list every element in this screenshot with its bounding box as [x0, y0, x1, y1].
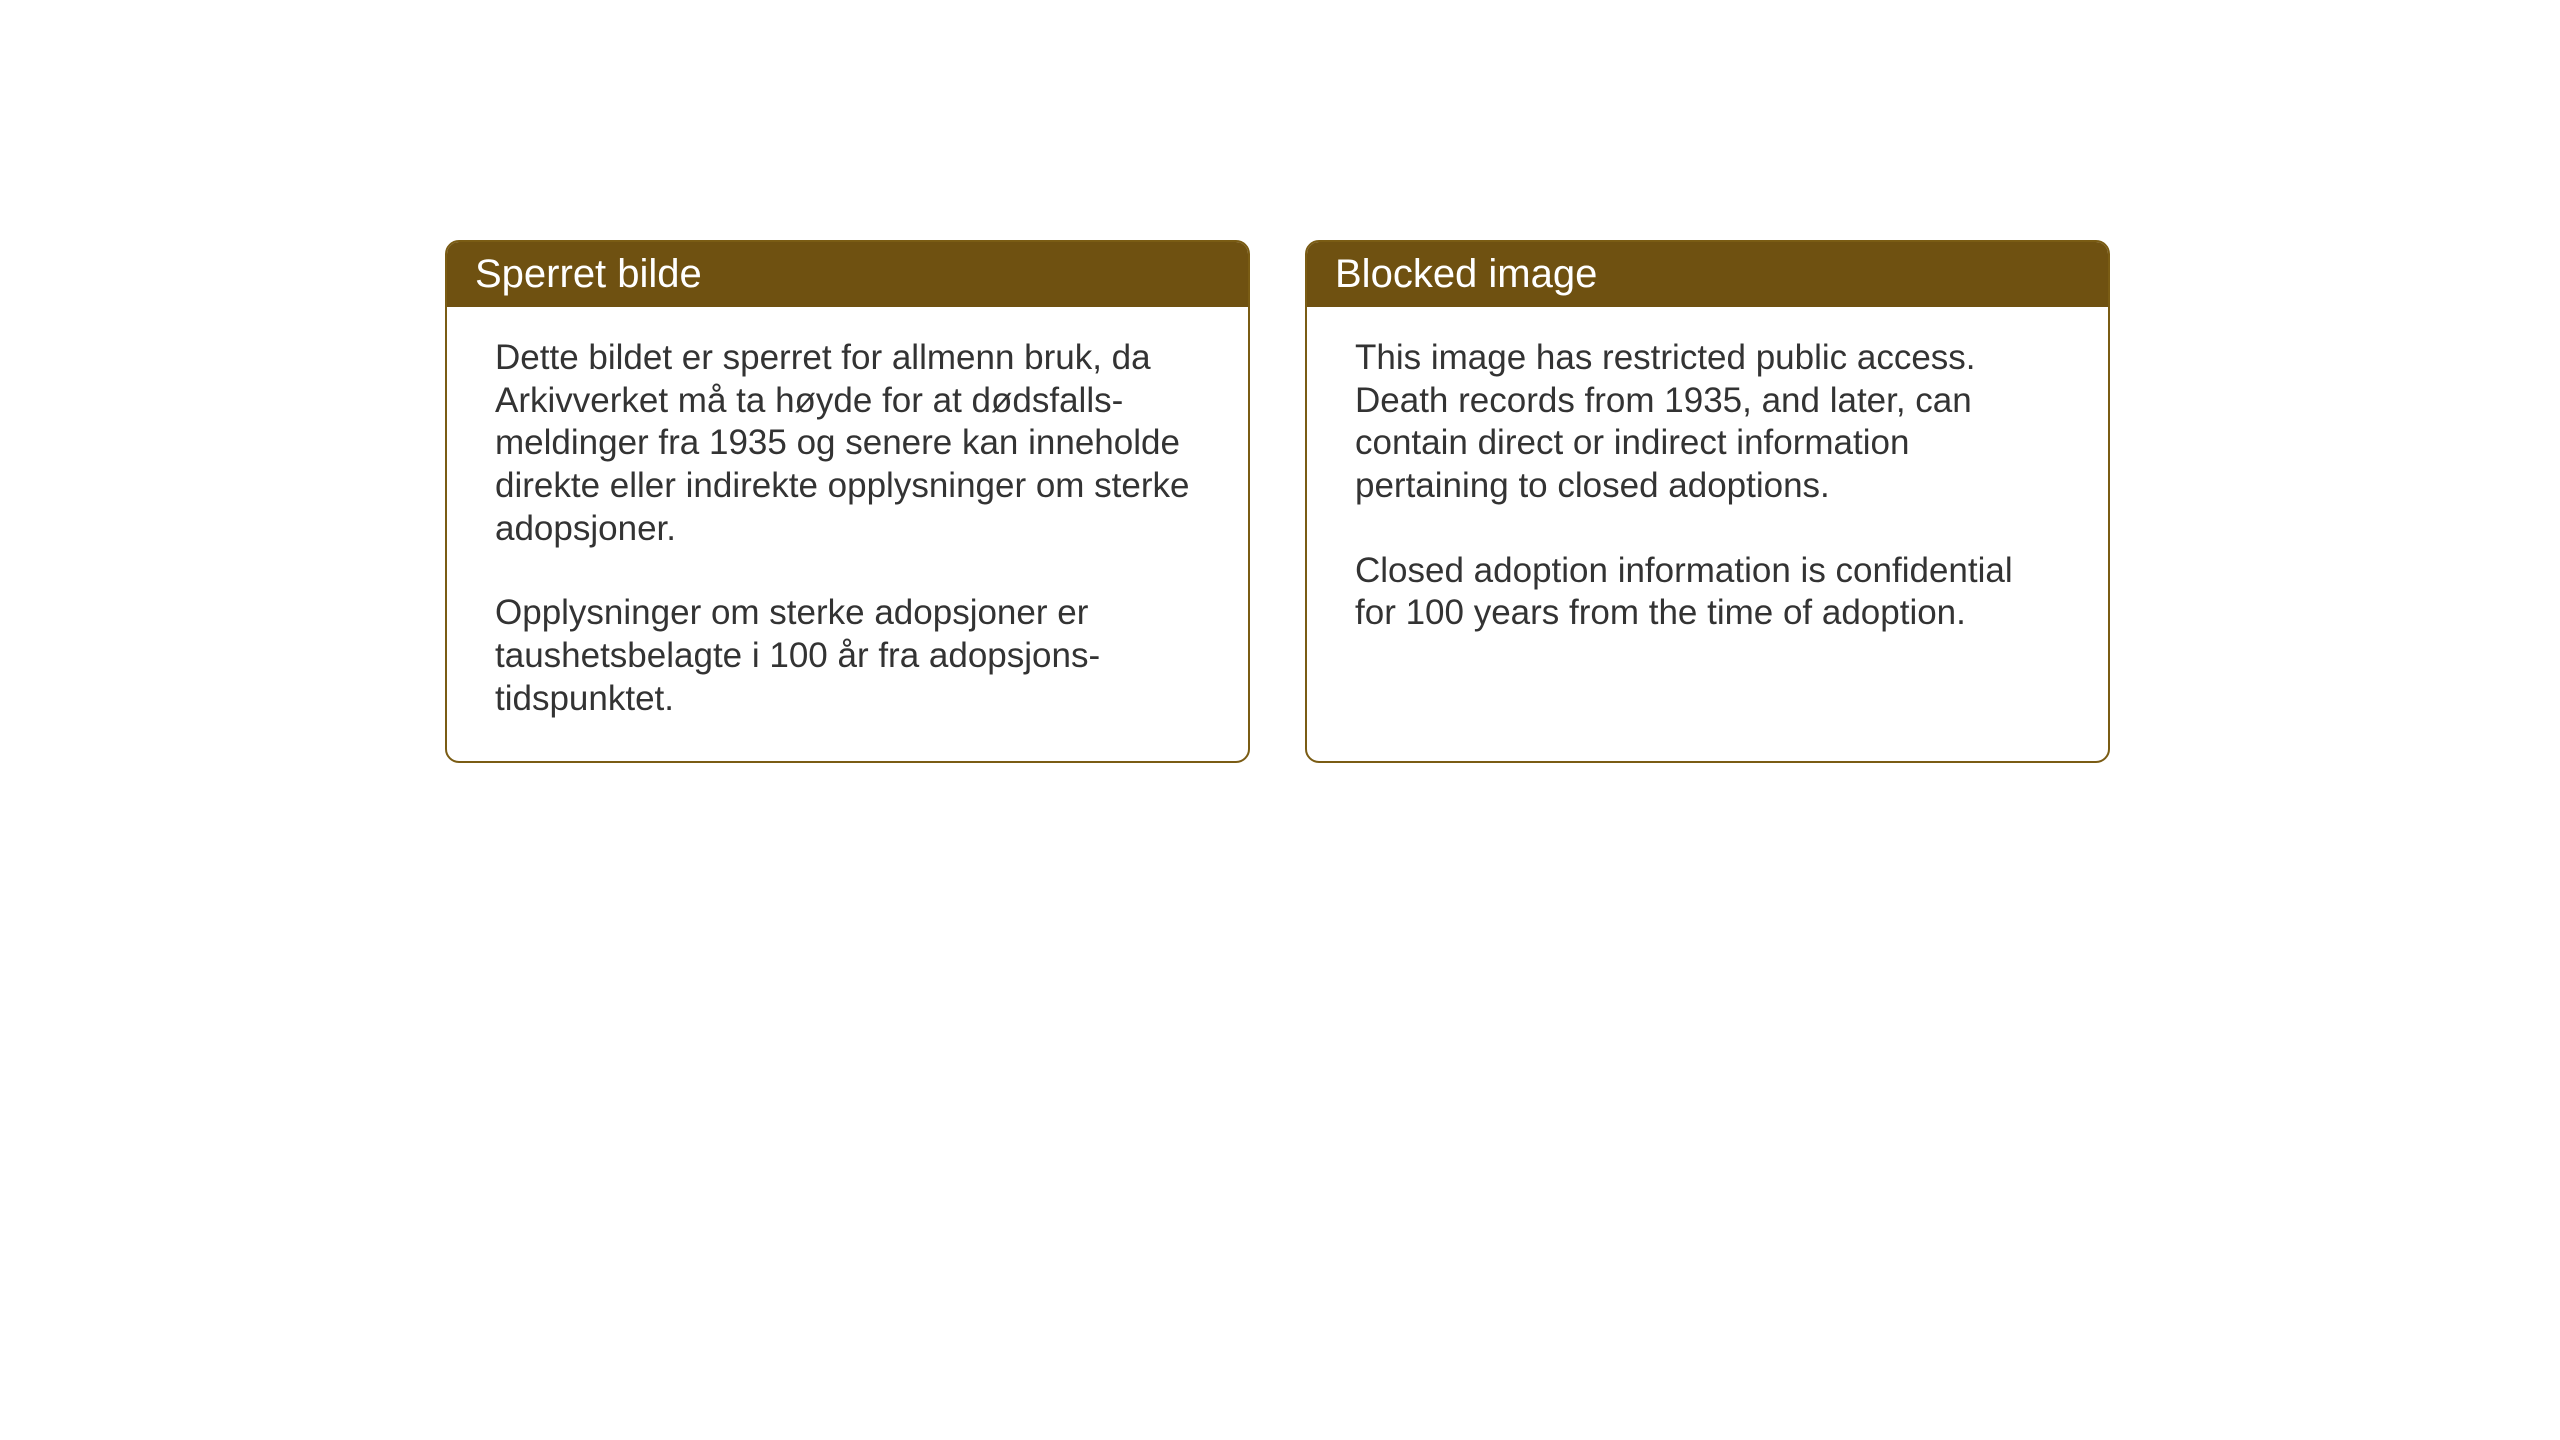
card-paragraph-2-english: Closed adoption information is confident… — [1355, 550, 2060, 635]
card-header-norwegian: Sperret bilde — [447, 242, 1248, 307]
cards-container: Sperret bilde Dette bildet er sperret fo… — [445, 240, 2110, 763]
card-paragraph-1-english: This image has restricted public access.… — [1355, 337, 2060, 508]
card-english: Blocked image This image has restricted … — [1305, 240, 2110, 763]
card-title-norwegian: Sperret bilde — [475, 252, 702, 296]
card-body-english: This image has restricted public access.… — [1307, 307, 2108, 737]
card-body-norwegian: Dette bildet er sperret for allmenn bruk… — [447, 307, 1248, 761]
card-title-english: Blocked image — [1335, 252, 1597, 296]
card-norwegian: Sperret bilde Dette bildet er sperret fo… — [445, 240, 1250, 763]
card-paragraph-1-norwegian: Dette bildet er sperret for allmenn bruk… — [495, 337, 1200, 550]
card-header-english: Blocked image — [1307, 242, 2108, 307]
card-paragraph-2-norwegian: Opplysninger om sterke adopsjoner er tau… — [495, 592, 1200, 720]
